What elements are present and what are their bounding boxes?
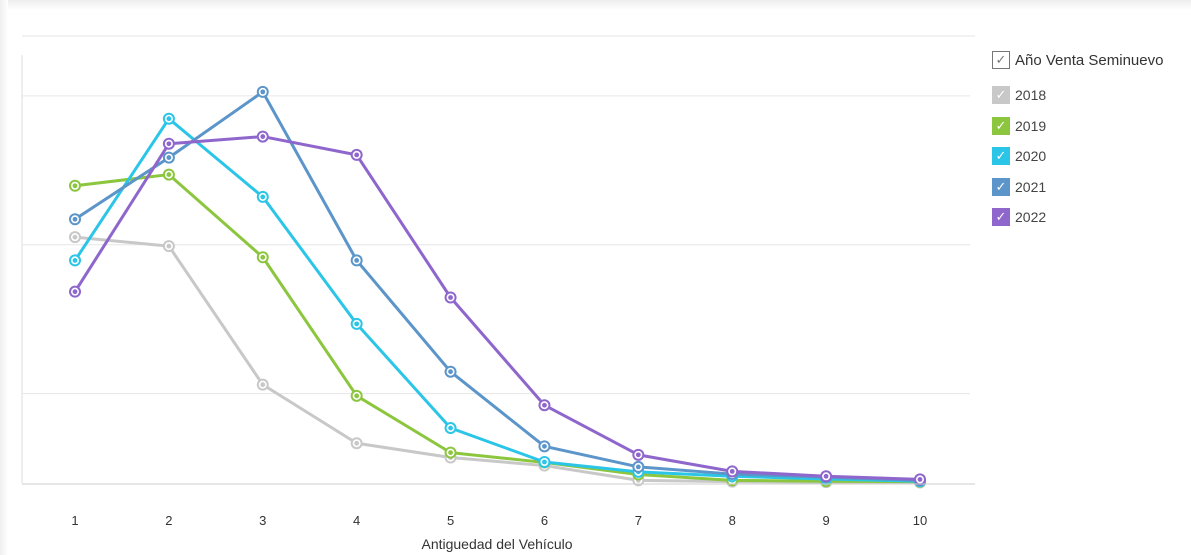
checkbox-icon[interactable]: ✓ [992,208,1010,227]
series-2019 [69,168,926,488]
data-point-center [448,369,453,375]
line-chart: 1 2 3 4 5 6 7 8 9 10 Antiguedad del Vehículo [21,35,975,552]
series-2018 [69,231,926,489]
data-point-center [354,393,360,399]
data-point-center [260,89,266,95]
x-tick-label: 6 [541,513,548,528]
checkbox-icon[interactable]: ✓ [992,86,1010,105]
grid-lines [21,35,975,483]
checkbox-icon[interactable]: ✓ [992,116,1010,135]
data-point-center [448,425,453,431]
data-point-center [542,402,547,408]
x-tick-label: 3 [259,513,266,528]
data-point-center [166,243,172,249]
data-point-center [542,443,547,449]
x-tick-label: 5 [447,513,454,528]
x-tick-label: 8 [729,513,736,528]
data-point-center [542,459,547,465]
legend-item-2021[interactable]: ✓ 2021 [992,172,1191,203]
legend-label: 2022 [1015,209,1047,226]
series-line [74,173,921,484]
data-point-center [729,468,735,474]
series-2020 [69,112,926,488]
data-point-center [354,440,360,446]
data-point-center [635,464,641,470]
checkbox-icon[interactable]: ✓ [992,51,1010,69]
panel-top-edge [0,0,1191,10]
legend-label: 2018 [1015,87,1047,104]
x-tick-label: 7 [635,513,642,528]
x-tick-label: 4 [353,513,360,528]
data-point-center [823,473,829,479]
legend-item-2022[interactable]: ✓ 2022 [992,202,1191,233]
data-point-center [166,155,172,160]
series-2022 [69,130,926,486]
legend-label: 2021 [1015,178,1047,195]
data-point-center [260,254,266,260]
data-point-center [448,450,453,456]
data-point-center [166,116,172,122]
data-point-center [260,382,266,388]
x-tick-label: 2 [165,513,172,528]
legend-item-2019[interactable]: ✓ 2019 [992,111,1191,142]
legend-item-2020[interactable]: ✓ 2020 [992,141,1191,172]
data-point-center [354,257,360,263]
x-tick-label: 9 [822,513,829,528]
data-point-center [166,141,172,147]
data-point-center [72,183,78,189]
data-point-center [354,321,360,327]
checkbox-icon[interactable]: ✓ [992,147,1010,166]
data-point-center [166,172,172,177]
data-point-center [260,134,266,139]
series-line [73,117,921,483]
data-point-center [260,194,266,200]
data-point-center [72,257,78,263]
series-line [73,135,921,481]
checkbox-icon[interactable]: ✓ [992,177,1010,196]
panel-left-edge [0,0,8,555]
x-axis: 1 2 3 4 5 6 7 8 9 10 Antiguedad del Vehículo [22,483,975,552]
x-axis-title: Antiguedad del Vehículo [421,536,572,552]
legend-items: ✓ 2018 ✓ 2019 ✓ 2020 ✓ 2021 ✓ 2022 [992,80,1191,233]
legend-label: 2019 [1015,117,1047,134]
legend-label: 2020 [1015,148,1047,165]
x-tick-label: 1 [71,513,78,528]
legend-header[interactable]: ✓ Año Venta Seminuevo [992,50,1191,70]
series-line [74,90,921,482]
data-point-center [72,234,78,240]
legend-item-2018[interactable]: ✓ 2018 [992,80,1191,111]
data-point-center [917,477,923,482]
legend: ✓ Año Venta Seminuevo ✓ 2018 ✓ 2019 ✓ 2020 ✓ 20… [992,50,1191,233]
data-point-center [72,216,78,222]
data-point-center [72,289,78,295]
data-point-center [635,452,641,458]
x-tick-label: 10 [913,513,927,528]
data-point-center [354,152,360,158]
legend-title: Año Venta Seminuevo [1015,51,1164,69]
data-point-center [448,295,453,300]
series-lines [69,85,926,489]
